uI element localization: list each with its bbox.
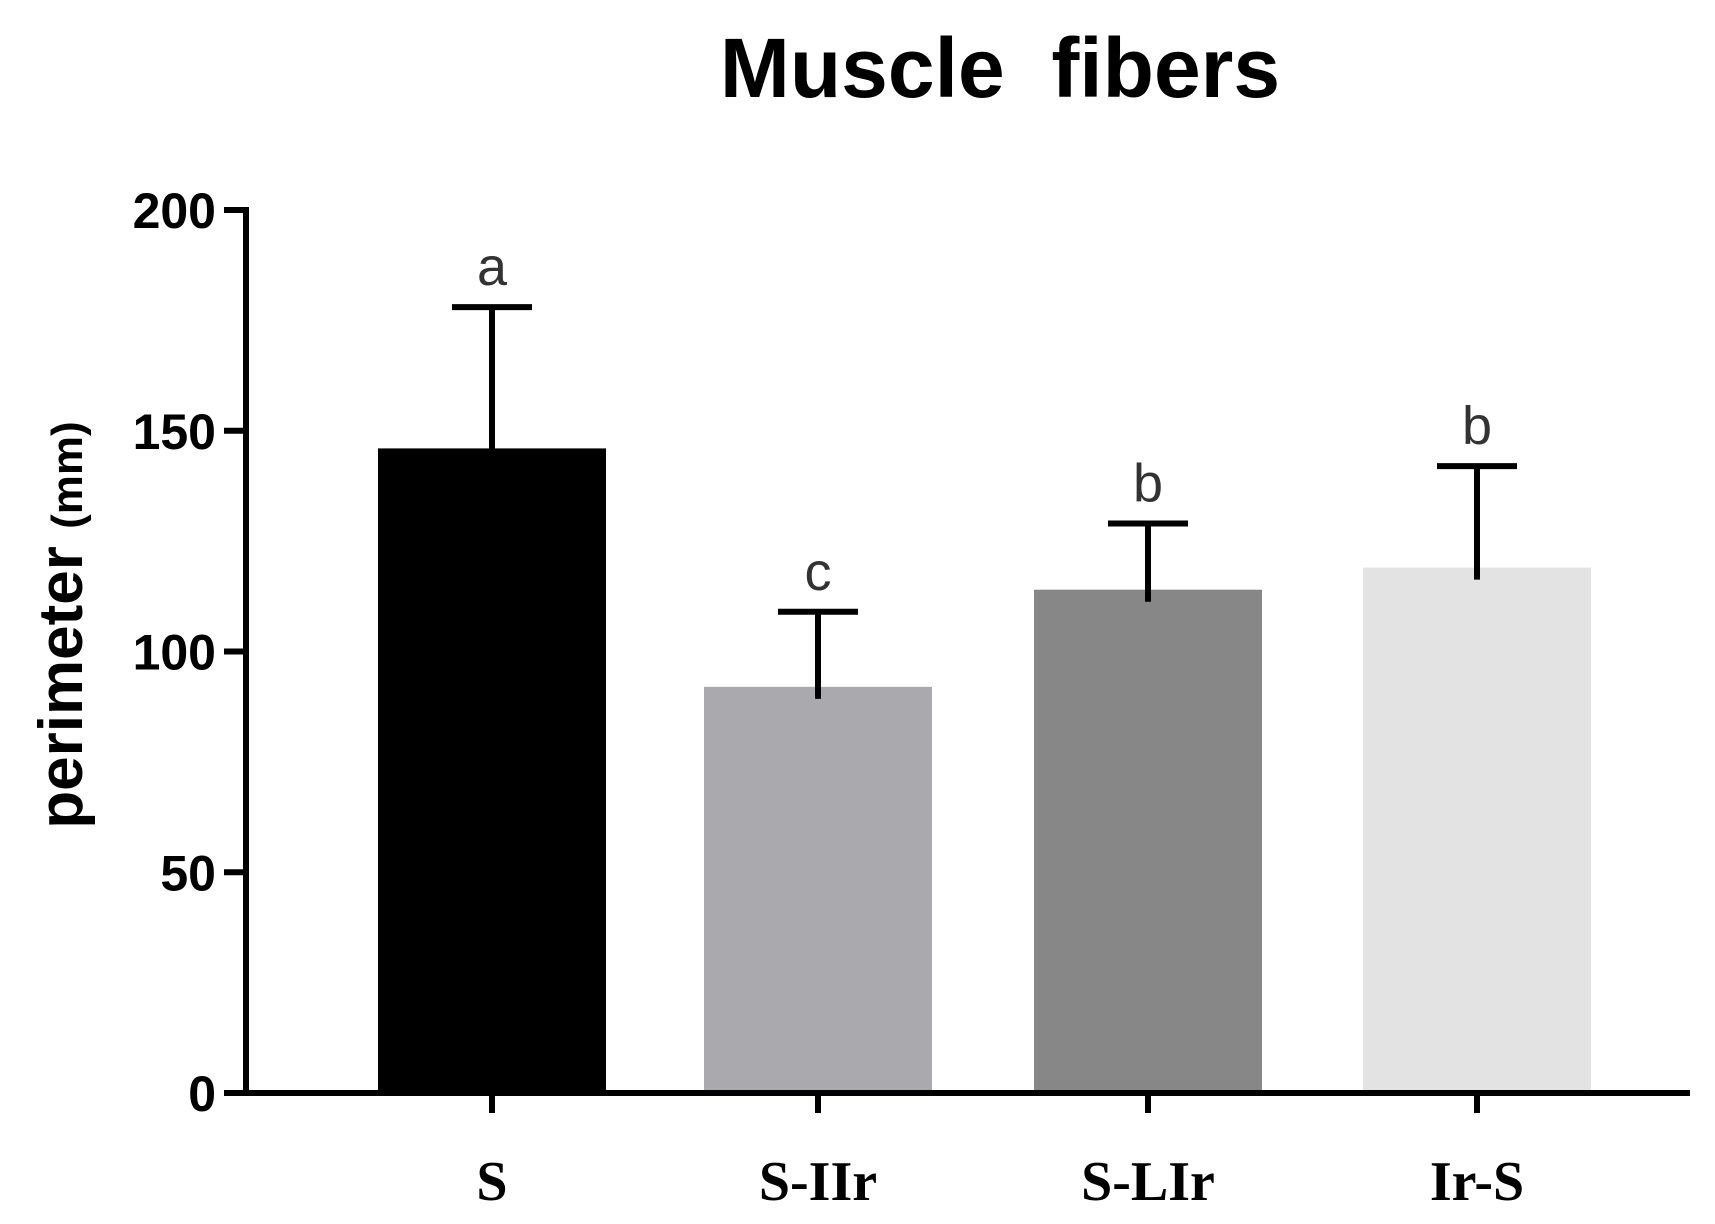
axes: [224, 207, 1690, 1113]
x-tick-label-S-LIr: S-LIr: [1081, 1151, 1215, 1213]
significance-label-Ir-S: b: [1462, 396, 1492, 456]
error-bars-layer: [452, 304, 1517, 699]
y-axis-unit: (mm): [43, 421, 92, 529]
bar-Ir-S: [1363, 567, 1591, 1093]
y-tick-label-100: 100: [133, 625, 216, 681]
y-axis-label: perimeter (mm): [27, 421, 96, 828]
y-axis-label-text: perimeter: [27, 546, 96, 829]
significance-label-S: a: [477, 237, 508, 297]
labels-layer: a Sc S-IIr b S-LIr b Ir-S 0 50 100 150 200: [133, 183, 1525, 1213]
bar-S-IIr: [704, 686, 932, 1093]
x-tick-label-S-IIr: S-IIr: [759, 1151, 877, 1213]
x-tick-label-Ir-S: Ir-S: [1430, 1151, 1524, 1213]
y-tick-label-0: 0: [188, 1066, 216, 1122]
x-tick-label-S: S: [476, 1151, 507, 1213]
y-tick-label-150: 150: [133, 404, 216, 460]
bar-S-LIr: [1034, 589, 1262, 1093]
bar-S: [378, 448, 606, 1093]
y-tick-label-50: 50: [160, 845, 216, 901]
chart-title: Muscle fibers: [720, 21, 1280, 115]
significance-label-S-IIr: c: [805, 542, 832, 602]
bars-layer: [378, 448, 1591, 1093]
y-tick-label-200: 200: [133, 183, 216, 239]
significance-label-S-LIr: b: [1133, 453, 1163, 513]
